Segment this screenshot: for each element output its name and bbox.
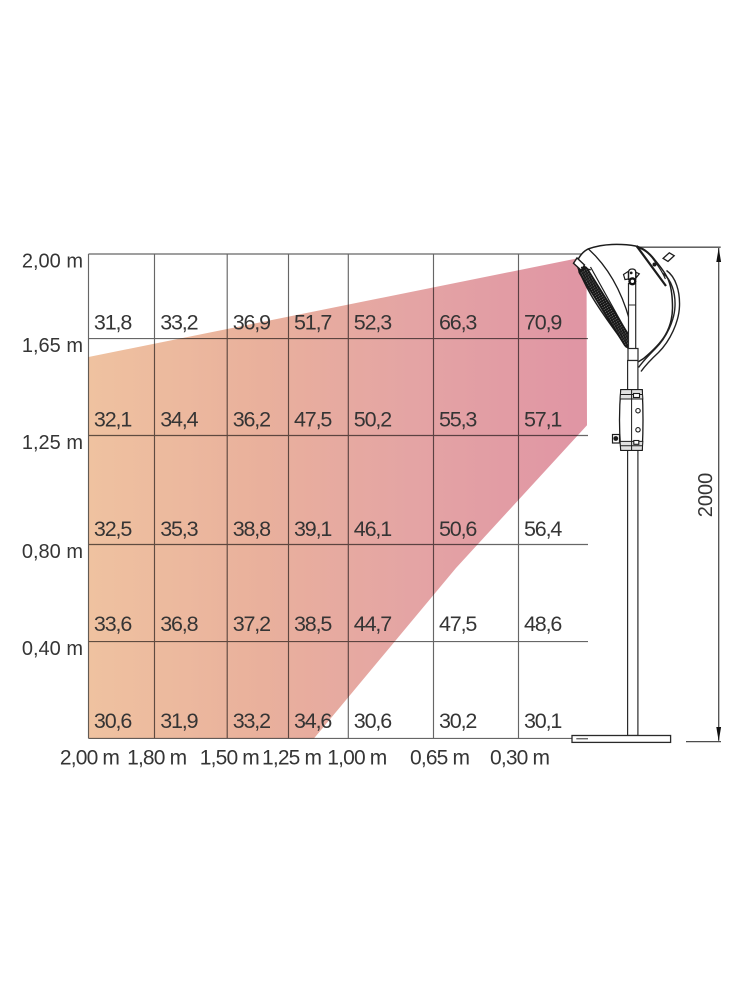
svg-text:55,3: 55,3: [439, 407, 477, 431]
svg-text:31,9: 31,9: [160, 709, 198, 733]
svg-text:33,6: 33,6: [94, 612, 132, 636]
svg-text:37,2: 37,2: [233, 612, 271, 636]
svg-text:2,00 m: 2,00 m: [22, 251, 83, 273]
svg-text:34,4: 34,4: [160, 407, 198, 431]
svg-text:57,1: 57,1: [524, 407, 562, 431]
svg-text:36,9: 36,9: [233, 311, 271, 335]
svg-text:1,65 m: 1,65 m: [22, 335, 83, 357]
svg-text:35,3: 35,3: [160, 517, 198, 541]
svg-text:32,1: 32,1: [94, 407, 132, 431]
svg-text:30,6: 30,6: [94, 709, 132, 733]
svg-text:1,00 m: 1,00 m: [327, 746, 387, 769]
svg-text:1,80 m: 1,80 m: [127, 746, 187, 769]
svg-text:47,5: 47,5: [439, 612, 477, 636]
svg-text:30,6: 30,6: [354, 709, 392, 733]
svg-text:1,50 m: 1,50 m: [200, 746, 260, 769]
svg-text:0,40 m: 0,40 m: [22, 638, 83, 660]
svg-text:56,4: 56,4: [524, 517, 562, 541]
svg-text:66,3: 66,3: [439, 311, 477, 335]
svg-text:46,1: 46,1: [354, 517, 392, 541]
svg-text:33,2: 33,2: [160, 311, 198, 335]
svg-text:2000: 2000: [695, 473, 717, 518]
svg-text:39,1: 39,1: [294, 517, 332, 541]
svg-text:0,65 m: 0,65 m: [410, 746, 470, 769]
svg-text:33,2: 33,2: [233, 709, 271, 733]
svg-text:34,6: 34,6: [294, 709, 332, 733]
svg-text:1,25 m: 1,25 m: [262, 746, 322, 769]
svg-text:48,6: 48,6: [524, 612, 562, 636]
svg-text:38,5: 38,5: [294, 612, 332, 636]
svg-text:50,6: 50,6: [439, 517, 477, 541]
svg-text:36,2: 36,2: [233, 407, 271, 431]
svg-text:51,7: 51,7: [294, 311, 332, 335]
svg-text:32,5: 32,5: [94, 517, 132, 541]
svg-text:36,8: 36,8: [160, 612, 198, 636]
svg-text:31,8: 31,8: [94, 311, 132, 335]
svg-text:2,00 m: 2,00 m: [60, 746, 120, 769]
svg-text:0,30 m: 0,30 m: [490, 746, 550, 769]
svg-text:30,1: 30,1: [524, 709, 562, 733]
svg-text:47,5: 47,5: [294, 407, 332, 431]
svg-text:1,25 m: 1,25 m: [22, 432, 83, 454]
svg-text:70,9: 70,9: [524, 311, 562, 335]
svg-text:50,2: 50,2: [354, 407, 392, 431]
svg-text:44,7: 44,7: [354, 612, 392, 636]
svg-text:30,2: 30,2: [439, 709, 477, 733]
svg-text:0,80 m: 0,80 m: [22, 541, 83, 563]
svg-text:38,8: 38,8: [233, 517, 271, 541]
svg-text:52,3: 52,3: [354, 311, 392, 335]
